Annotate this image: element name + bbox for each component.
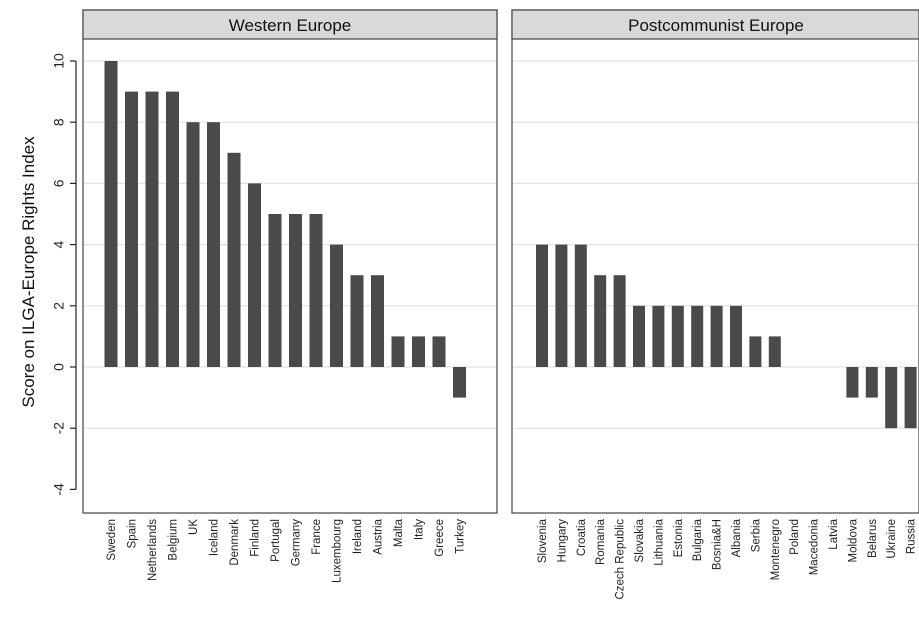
bar	[671, 305, 684, 367]
bar	[104, 61, 118, 367]
panel-strip	[511, 9, 919, 40]
bar	[391, 336, 405, 367]
panel-strip	[82, 9, 498, 40]
y-tick-label: 2	[51, 302, 67, 310]
panel-frame	[511, 9, 919, 514]
panel-western-europe: Western Europe Sweden Spain Netherlands Bel…	[82, 9, 498, 583]
bar	[453, 367, 466, 398]
bar	[574, 244, 587, 367]
category-label: Czech Republic	[615, 519, 627, 600]
bar	[555, 244, 568, 367]
bar	[432, 336, 446, 367]
y-tick-label: 6	[51, 179, 67, 187]
category-label: Latvia	[828, 518, 840, 549]
bar	[710, 305, 723, 367]
category-label: Serbia	[750, 518, 762, 552]
category-label: Bosnia&H	[712, 519, 724, 570]
category-label: Malta	[393, 518, 405, 547]
bar	[865, 367, 878, 398]
bar	[227, 152, 241, 367]
category-label: Montenegro	[770, 519, 782, 580]
y-tick-label: 10	[51, 53, 67, 69]
y-axis-title: Score on ILGA-Europe Rights Index	[19, 136, 38, 408]
bar	[594, 275, 607, 367]
bar	[309, 214, 323, 367]
category-label: Poland	[789, 519, 801, 555]
category-label: Romania	[595, 518, 607, 565]
y-tick-label: 0	[51, 363, 67, 371]
panel-postcommunist-europe: Postcommunist Europe Slovenia Hungary Croa…	[511, 9, 919, 600]
bar	[536, 244, 548, 367]
category-label: Albania	[731, 518, 743, 557]
category-label: Slovenia	[537, 518, 549, 563]
category-label: Sweden	[106, 519, 118, 561]
category-label: France	[311, 519, 323, 555]
category-label: Belarus	[867, 519, 879, 558]
panel-title: Postcommunist Europe	[628, 16, 804, 35]
category-label: Netherlands	[147, 519, 159, 581]
bar	[166, 91, 179, 367]
y-tick-label: -4	[51, 483, 67, 496]
bar	[412, 336, 425, 367]
y-axis: 10 8 6 4 2 0 -2 -4	[51, 53, 77, 496]
bar	[633, 305, 645, 367]
panel-title: Western Europe	[229, 16, 352, 35]
bar	[691, 305, 704, 367]
bar	[768, 336, 781, 367]
y-tick-label: -2	[51, 422, 67, 435]
category-label: Croatia	[576, 518, 588, 556]
category-label: Russia	[906, 518, 918, 554]
bar	[730, 305, 742, 367]
category-label: UK	[188, 519, 200, 535]
bar	[289, 214, 302, 367]
bar	[268, 214, 282, 367]
category-label: Lithuania	[653, 518, 665, 565]
category-label: Iceland	[209, 519, 221, 556]
bar	[125, 91, 138, 367]
bar	[904, 367, 917, 429]
bars	[536, 244, 917, 429]
category-label: Portugal	[270, 519, 282, 562]
category-label: Germany	[291, 519, 303, 567]
category-label: Italy	[414, 519, 426, 540]
category-label: Ireland	[352, 519, 364, 554]
category-label: Denmark	[229, 519, 241, 566]
bar	[207, 122, 220, 367]
bar	[145, 91, 159, 367]
category-label: Luxembourg	[332, 519, 344, 583]
bars	[104, 61, 466, 398]
bar	[846, 367, 859, 398]
category-label: Austria	[373, 518, 385, 554]
bar	[371, 275, 384, 367]
category-label: Estonia	[673, 518, 685, 557]
y-tick-label: 8	[51, 118, 67, 126]
bar	[652, 305, 665, 367]
y-tick-label: 4	[51, 240, 67, 248]
bar	[885, 367, 898, 429]
bar	[749, 336, 762, 367]
category-label: Spain	[127, 519, 139, 548]
category-label: Belgium	[168, 519, 180, 561]
bar	[186, 122, 200, 367]
category-label: Ukraine	[886, 519, 898, 559]
category-label: Slovakia	[634, 518, 646, 562]
category-labels: Slovenia Hungary Croatia Romania Czech Repub…	[537, 518, 918, 599]
category-label: Finland	[250, 519, 262, 557]
category-label: Bulgaria	[692, 518, 704, 561]
category-label: Greece	[434, 519, 446, 557]
category-labels: Sweden Spain Netherlands Belgium UK Iceland De…	[106, 518, 467, 583]
category-label: Macedonia	[809, 518, 821, 575]
bar	[613, 275, 626, 367]
category-label: Turkey	[455, 519, 467, 554]
bar	[330, 244, 343, 367]
bar	[350, 275, 364, 367]
bar	[248, 183, 261, 367]
category-label: Moldova	[847, 518, 859, 562]
category-label: Hungary	[556, 519, 568, 563]
